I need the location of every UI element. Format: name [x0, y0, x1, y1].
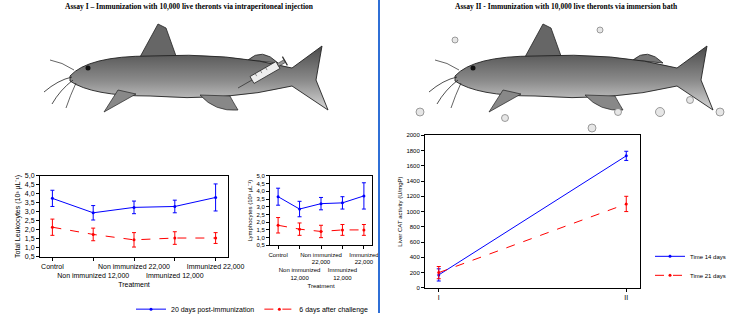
- svg-text:2000: 2000: [406, 132, 420, 138]
- svg-text:Control: Control: [41, 263, 64, 270]
- svg-text:1400: 1400: [406, 178, 420, 184]
- svg-text:3,5: 3,5: [25, 199, 35, 206]
- svg-text:Lymphocytes (10³ µL⁻¹): Lymphocytes (10³ µL⁻¹): [247, 180, 253, 242]
- svg-text:Total Leukocytes (10³ µL⁻¹): Total Leukocytes (10³ µL⁻¹): [14, 175, 22, 258]
- svg-text:Immunized22,000: Immunized22,000: [349, 252, 378, 266]
- svg-text:4,0: 4,0: [256, 188, 265, 194]
- svg-text:1,5: 1,5: [25, 235, 35, 242]
- svg-text:4,5: 4,5: [25, 181, 35, 188]
- svg-text:Control: Control: [268, 252, 287, 258]
- svg-text:Immunized 22,000: Immunized 22,000: [187, 263, 245, 270]
- svg-text:1000: 1000: [406, 209, 420, 215]
- svg-text:I: I: [438, 294, 440, 301]
- svg-text:1,0: 1,0: [256, 235, 265, 241]
- svg-text:200: 200: [410, 270, 421, 276]
- svg-text:600: 600: [410, 239, 421, 245]
- svg-text:4,0: 4,0: [25, 190, 35, 197]
- svg-text:0,5: 0,5: [25, 253, 35, 260]
- svg-text:3,0: 3,0: [256, 204, 265, 210]
- svg-text:Non immunized 12,000: Non immunized 12,000: [57, 272, 129, 279]
- svg-text:Time 21 days: Time 21 days: [690, 273, 726, 279]
- svg-text:Liver CAT activity (U/mgP): Liver CAT activity (U/mgP): [397, 177, 403, 247]
- svg-text:2,0: 2,0: [25, 226, 35, 233]
- svg-text:3,0: 3,0: [25, 208, 35, 215]
- svg-text:5,0: 5,0: [25, 172, 35, 179]
- svg-text:Treatment: Treatment: [307, 283, 334, 289]
- svg-text:Immunized 12,000: Immunized 12,000: [146, 272, 204, 279]
- svg-text:1600: 1600: [406, 163, 420, 169]
- svg-text:2,5: 2,5: [256, 212, 265, 218]
- svg-text:3,5: 3,5: [256, 196, 265, 202]
- svg-text:6 days after challenge: 6 days after challenge: [299, 306, 368, 314]
- svg-text:Non immunized12,000: Non immunized12,000: [279, 267, 321, 281]
- svg-text:800: 800: [410, 224, 421, 230]
- svg-text:Assay I – Immunization with 10: Assay I – Immunization with 10,000 live …: [65, 2, 314, 11]
- svg-text:Treatment: Treatment: [118, 281, 150, 288]
- svg-text:1,0: 1,0: [25, 244, 35, 251]
- svg-text:Assay II - Immunization with 1: Assay II - Immunization with 10,000 live…: [455, 2, 678, 11]
- svg-text:1200: 1200: [406, 193, 420, 199]
- svg-text:2,5: 2,5: [25, 217, 35, 224]
- svg-text:2,0: 2,0: [256, 219, 265, 225]
- svg-text:Time 14 days: Time 14 days: [690, 254, 726, 260]
- svg-text:1,5: 1,5: [256, 227, 265, 233]
- svg-text:Non immunized22,000: Non immunized22,000: [300, 252, 342, 266]
- svg-text:4,5: 4,5: [256, 181, 265, 187]
- svg-text:0,5: 0,5: [256, 242, 265, 248]
- svg-text:20 days post-immunization: 20 days post-immunization: [171, 306, 254, 314]
- svg-text:Immunized12,000: Immunized12,000: [328, 267, 357, 281]
- svg-text:1800: 1800: [406, 148, 420, 154]
- svg-text:0: 0: [416, 285, 420, 291]
- svg-text:5,0: 5,0: [256, 173, 265, 179]
- svg-text:400: 400: [410, 254, 421, 260]
- svg-text:Non immunized 22,000: Non immunized 22,000: [98, 263, 170, 270]
- svg-text:II: II: [624, 294, 628, 301]
